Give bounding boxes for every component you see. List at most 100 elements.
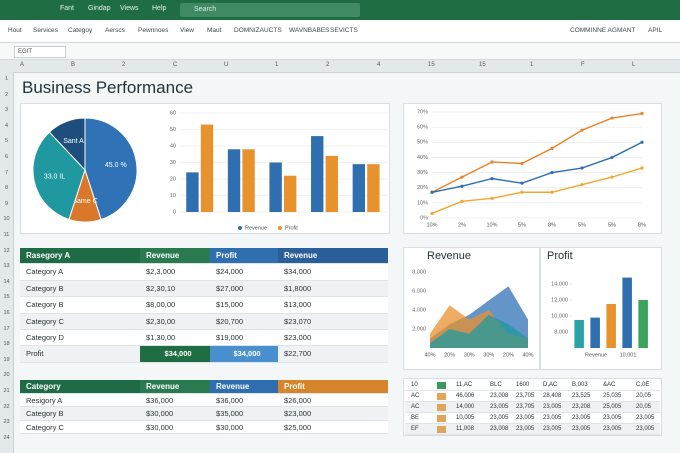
column-header: 2: [326, 62, 330, 68]
table-cell: $30,000: [140, 407, 210, 421]
y-tick-label: 14,000: [551, 281, 568, 287]
table-header-cell: &AC: [597, 380, 630, 391]
row-header: 1: [4, 76, 9, 82]
column-header: A: [20, 62, 25, 68]
bar: [227, 149, 241, 212]
row-header: 15: [3, 294, 10, 301]
table-cell: $25,000: [278, 420, 388, 434]
ribbon-tab[interactable]: Categoy: [68, 27, 93, 34]
table-cell: $2,3,000: [140, 264, 210, 281]
name-box[interactable]: EGIT: [14, 46, 66, 58]
row-header: 4: [4, 122, 9, 129]
table-cell: BE: [405, 413, 450, 424]
ribbon-tab[interactable]: COMMINNE AGMANT: [570, 27, 636, 34]
bar: [186, 172, 199, 212]
line: [430, 111, 644, 194]
table-cell: $30,000: [140, 420, 210, 434]
y-tick-label: 12,000: [551, 297, 568, 303]
row-header: 16: [3, 310, 10, 316]
table-cell: $34,000: [210, 346, 278, 363]
table-cell: 23,525: [566, 391, 597, 402]
y-tick-label: 2,000: [412, 326, 426, 332]
table-cell: $24,000: [210, 264, 278, 281]
ribbon-tab[interactable]: View: [180, 27, 194, 34]
x-tick-label: 5%: [608, 222, 616, 228]
line: [430, 140, 644, 194]
row-header: 12: [3, 247, 10, 254]
menu-item[interactable]: Fant: [60, 5, 75, 12]
ribbon-tab[interactable]: Pewnnoes: [138, 27, 169, 34]
ribbon-tab[interactable]: Maut: [207, 27, 222, 34]
y-tick-label: 70%: [417, 109, 428, 115]
row-header: 3: [4, 107, 9, 114]
column-headers: [0, 60, 680, 73]
table-cell: $23,070: [278, 313, 388, 330]
bar: [367, 164, 380, 212]
table-cell: 23,005: [597, 413, 630, 424]
table-cell: 23,005: [510, 413, 537, 424]
column-header: U: [224, 62, 229, 68]
table-header-cell: Profit: [278, 380, 388, 394]
y-tick-label: 8,000: [554, 329, 568, 335]
table-header-cell: D,AC: [537, 380, 566, 391]
table-cell: 23,005: [630, 413, 660, 424]
x-tick-label: 20%: [444, 352, 455, 358]
menu-item[interactable]: Views: [120, 5, 139, 12]
x-tick-label: 8%: [638, 222, 646, 228]
y-tick-label: 20%: [417, 185, 428, 191]
bar: [311, 136, 324, 212]
row-header: 21: [3, 388, 10, 394]
legend-label: Profit: [285, 225, 298, 231]
ribbon-tab[interactable]: SEVICTS: [330, 27, 358, 34]
table-cell: 23,705: [510, 402, 537, 413]
slice-label: 45.0 %: [105, 162, 127, 169]
table-cell: 23,005: [566, 424, 597, 435]
table-header-cell: Revenue: [140, 380, 210, 394]
table-cell: $13,000: [278, 297, 388, 314]
ribbon-tab[interactable]: Hout: [8, 27, 22, 34]
slice-label: Sant A: [63, 138, 84, 145]
slice-label: Same C: [72, 198, 97, 205]
table-cell: $20,700: [210, 313, 278, 330]
ribbon-tab[interactable]: Services: [33, 27, 58, 34]
table-cell: $34,000: [140, 346, 210, 363]
ribbon-tab[interactable]: WAVNBABES: [289, 27, 330, 34]
search-box[interactable]: Search: [180, 3, 360, 17]
table-cell: 23,005: [537, 424, 566, 435]
x-tick-label: Revenue: [585, 352, 607, 358]
legend-label: Revenue: [245, 225, 267, 231]
table-header-cell: Revenue: [210, 380, 278, 394]
column-header: B: [71, 62, 76, 68]
table-cell: $23,000: [278, 330, 388, 347]
table-cell: $23,000: [278, 407, 388, 421]
y-tick-label: 40%: [417, 155, 428, 161]
table-header-cell: Rasegory A: [20, 248, 140, 265]
ribbon-tab[interactable]: DOMNIZAUCTS: [234, 27, 282, 34]
table-cell: 25,035: [597, 391, 630, 402]
ribbon-tab[interactable]: APIL: [648, 27, 663, 34]
row-header: 10: [3, 216, 10, 223]
row-header: 13: [3, 263, 10, 270]
swatch: [437, 426, 446, 433]
table-cell: 23,005: [484, 402, 510, 413]
table-cell: Category B: [20, 280, 140, 298]
column-header: 15: [428, 62, 435, 68]
bar: [242, 149, 255, 212]
table-cell: $34,000: [278, 264, 388, 281]
column-header: 4: [377, 62, 381, 68]
sheet-title: Business Performance: [22, 78, 194, 97]
table-header-cell: C,0E: [630, 380, 660, 391]
x-tick-label: 30%: [483, 352, 494, 358]
ribbon-tab[interactable]: Aerscs: [105, 27, 125, 34]
legend-swatch: [278, 226, 282, 230]
x-tick-label: 8%: [548, 222, 556, 228]
table-header-cell: 11,AC: [450, 380, 484, 391]
y-tick-label: 0: [173, 209, 176, 215]
table-cell: $8,00,00: [140, 297, 210, 314]
menu-item[interactable]: Gindap: [88, 5, 111, 12]
menu-item[interactable]: Help: [152, 5, 167, 12]
table-cell: 23,005: [537, 402, 566, 413]
bar: [269, 162, 282, 212]
